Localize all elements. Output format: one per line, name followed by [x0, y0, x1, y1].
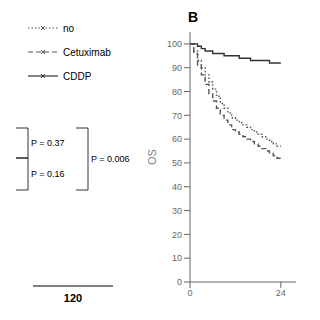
- svg-text:P = 0.006: P = 0.006: [91, 154, 130, 164]
- svg-text:OS: OS: [148, 149, 158, 165]
- svg-text:120: 120: [64, 292, 82, 304]
- svg-text:0: 0: [177, 277, 182, 287]
- svg-text:Cetuximab: Cetuximab: [63, 47, 111, 58]
- html-text:B: B: [188, 9, 199, 25]
- svg-text:90: 90: [172, 63, 182, 73]
- svg-text:60: 60: [172, 134, 182, 144]
- svg-text:70: 70: [172, 111, 182, 121]
- svg-text:24: 24: [276, 288, 286, 298]
- svg-text:no: no: [63, 23, 75, 34]
- svg-text:100: 100: [167, 39, 182, 49]
- svg-text:CDDP: CDDP: [63, 71, 92, 82]
- svg-text:40: 40: [172, 182, 182, 192]
- svg-text:20: 20: [172, 230, 182, 240]
- svg-text:P = 0.37: P = 0.37: [31, 138, 65, 148]
- svg-text:50: 50: [172, 158, 182, 168]
- svg-text:0: 0: [187, 288, 192, 298]
- svg-text:80: 80: [172, 87, 182, 97]
- svg-text:10: 10: [172, 253, 182, 263]
- svg-text:P = 0.16: P = 0.16: [31, 169, 65, 179]
- svg-text:30: 30: [172, 206, 182, 216]
